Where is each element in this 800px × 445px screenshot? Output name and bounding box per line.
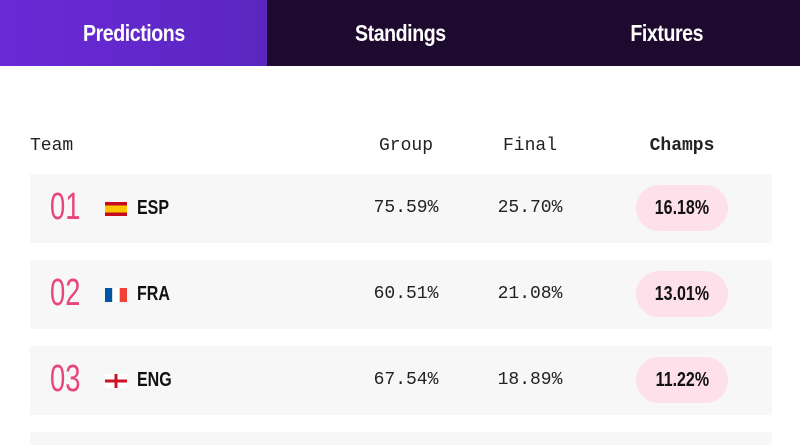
column-header: Group (378, 136, 433, 156)
team-code: ENG (137, 369, 172, 391)
table-row: 03 ENG 67.54% 18.89% 11.22% (30, 346, 772, 415)
rank: 01 (50, 186, 81, 228)
flag (105, 288, 127, 302)
final-pct: 18.89% (497, 370, 563, 390)
table-row: 01 ESP 75.59% 25.70% 16.18% (30, 174, 772, 243)
column-header: Champs (649, 136, 715, 156)
group-pct: 67.54% (373, 370, 439, 390)
final-pct: 25.70% (497, 198, 563, 218)
label: 13.01% (654, 283, 710, 305)
flag (105, 202, 127, 216)
column-header: Team (30, 136, 74, 156)
rank: 03 (50, 358, 81, 400)
label: Standings (355, 20, 446, 46)
table-row (30, 432, 772, 445)
table-row: 02 FRA 60.51% 21.08% 13.01% (30, 260, 772, 329)
label: 16.18% (654, 197, 710, 219)
champs-pct: 16.18% (636, 185, 728, 231)
champs-pct: 11.22% (636, 357, 728, 403)
rank: 02 (50, 272, 81, 314)
champs-pct: 13.01% (636, 271, 728, 317)
label: 11.22% (655, 369, 709, 391)
group-pct: 60.51% (373, 284, 439, 304)
team-code: ESP (137, 197, 170, 219)
final-pct: 21.08% (497, 284, 563, 304)
tab[interactable]: Fixtures (534, 0, 800, 66)
team-code: FRA (137, 283, 170, 305)
tab[interactable]: Predictions (0, 0, 267, 66)
flag (105, 374, 127, 388)
label: Fixtures (630, 20, 704, 46)
tab[interactable]: Standings (267, 0, 534, 66)
label: Predictions (82, 20, 185, 46)
group-pct: 75.59% (373, 198, 439, 218)
column-header: Final (502, 136, 557, 156)
